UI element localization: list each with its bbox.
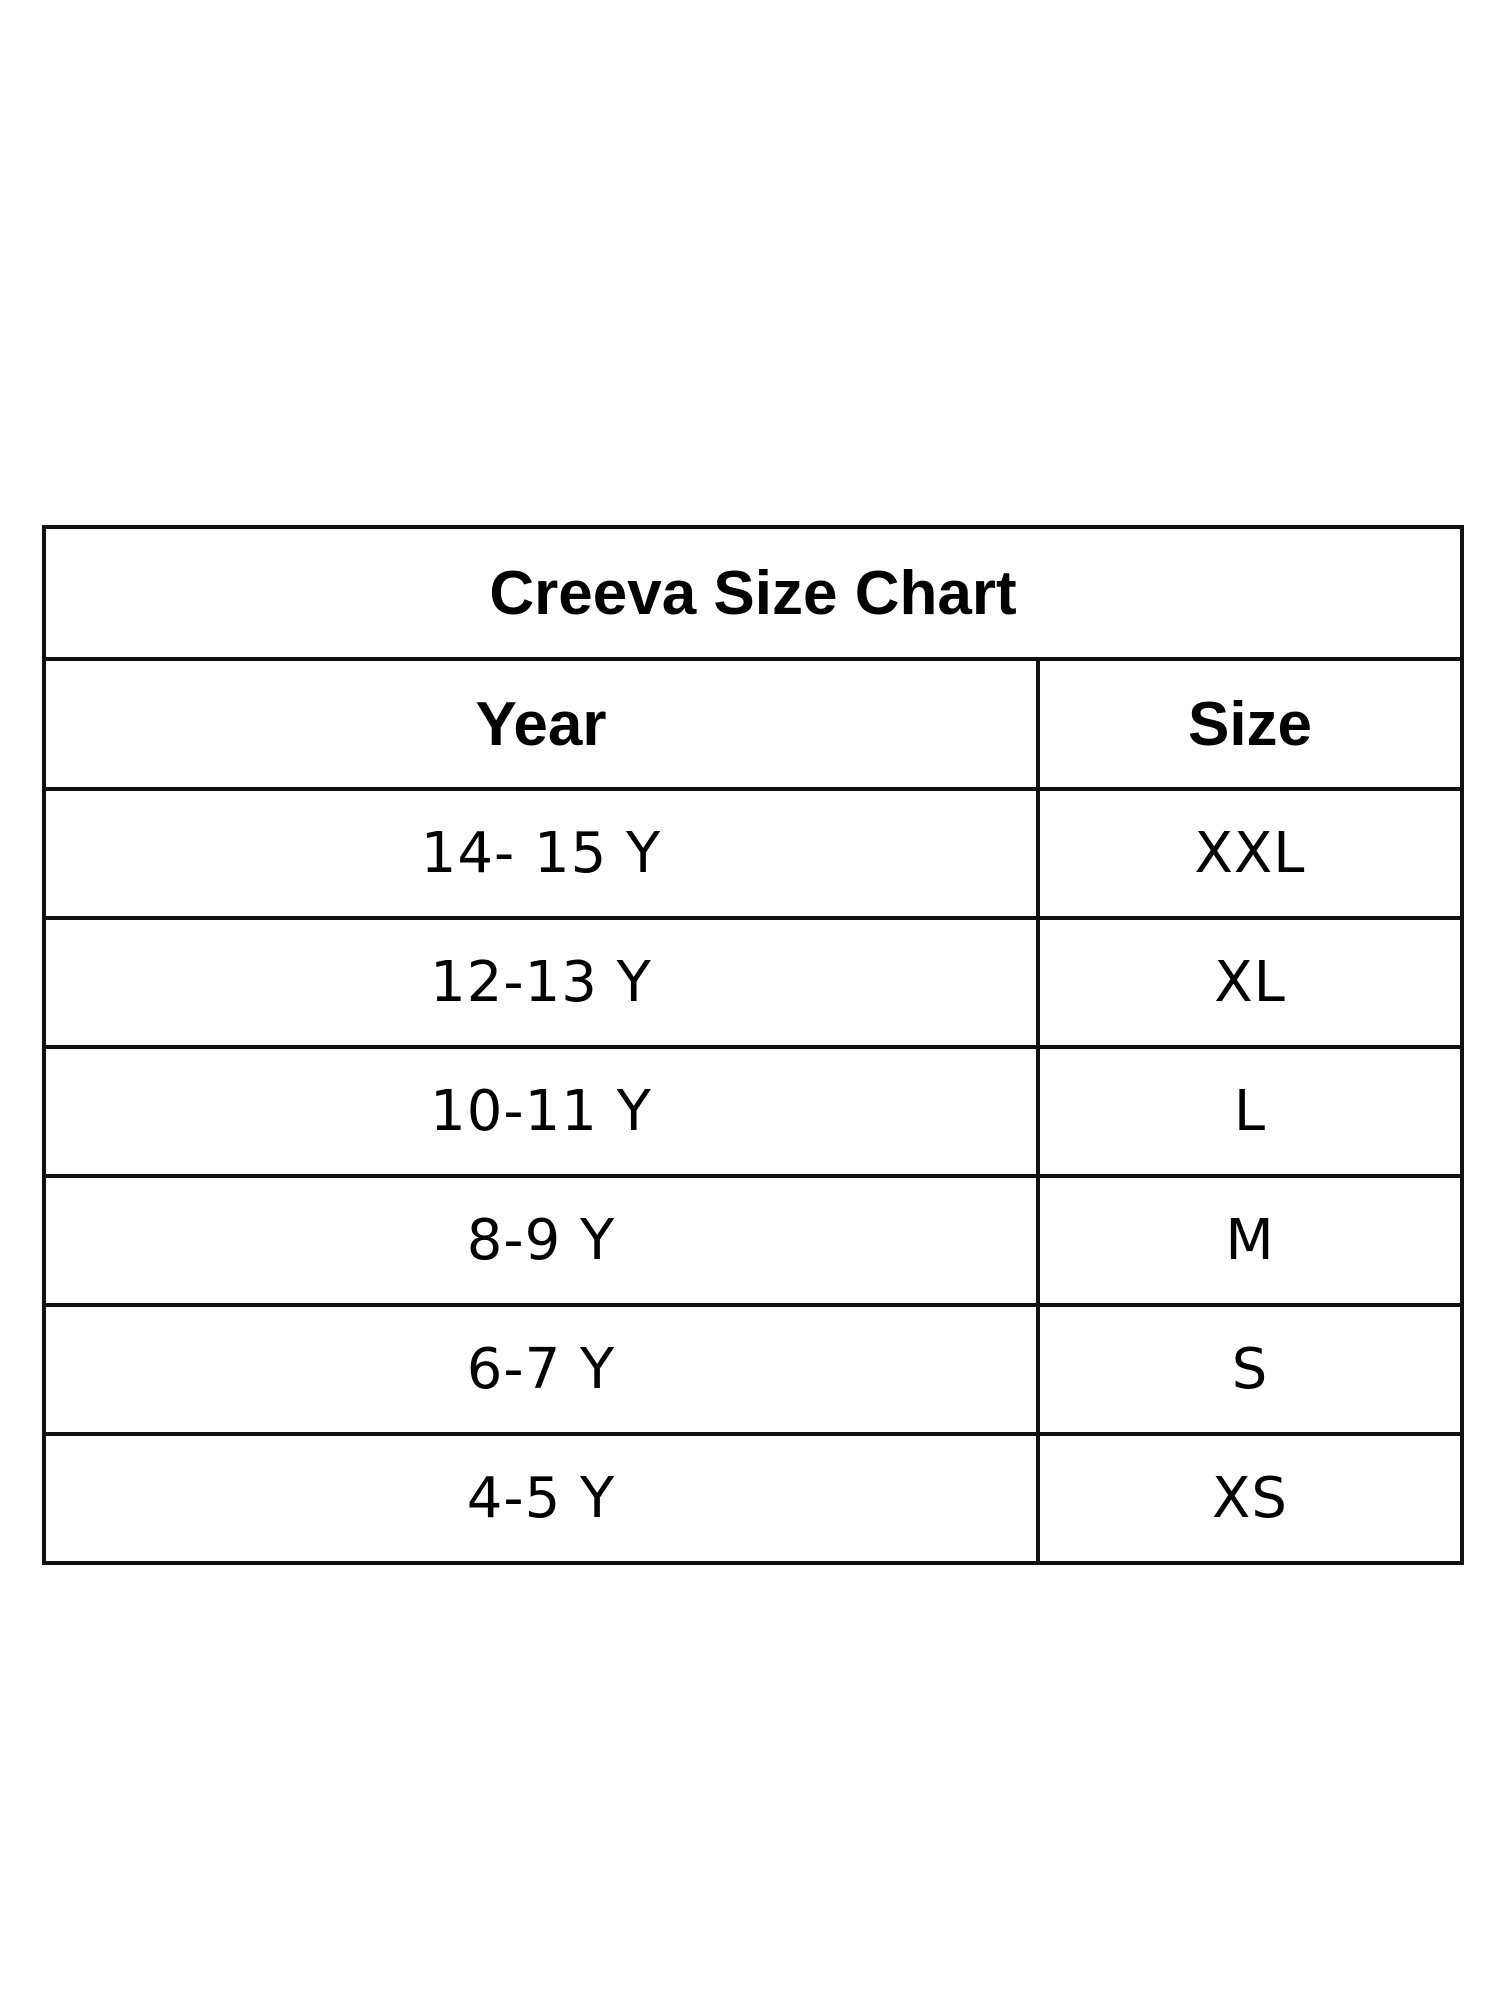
header-year: Year [42, 657, 1040, 791]
size-cell: S [1036, 1303, 1464, 1436]
size-cell: XXL [1036, 787, 1464, 920]
table-row: 4-5 Y XS [42, 1432, 1464, 1565]
size-cell: L [1036, 1045, 1464, 1178]
year-cell: 12-13 Y [42, 916, 1040, 1049]
size-cell: XL [1036, 916, 1464, 1049]
year-cell: 4-5 Y [42, 1432, 1040, 1565]
year-cell: 10-11 Y [42, 1045, 1040, 1178]
year-cell: 6-7 Y [42, 1303, 1040, 1436]
table-row: 12-13 Y XL [42, 916, 1464, 1049]
table-title: Creeva Size Chart [42, 525, 1464, 661]
size-cell: XS [1036, 1432, 1464, 1565]
size-chart-table: Creeva Size Chart Year Size 14- 15 Y XXL … [42, 525, 1464, 1565]
size-cell: M [1036, 1174, 1464, 1307]
year-cell: 14- 15 Y [42, 787, 1040, 920]
header-size: Size [1036, 657, 1464, 791]
year-cell: 8-9 Y [42, 1174, 1040, 1307]
table-row: 14- 15 Y XXL [42, 787, 1464, 920]
